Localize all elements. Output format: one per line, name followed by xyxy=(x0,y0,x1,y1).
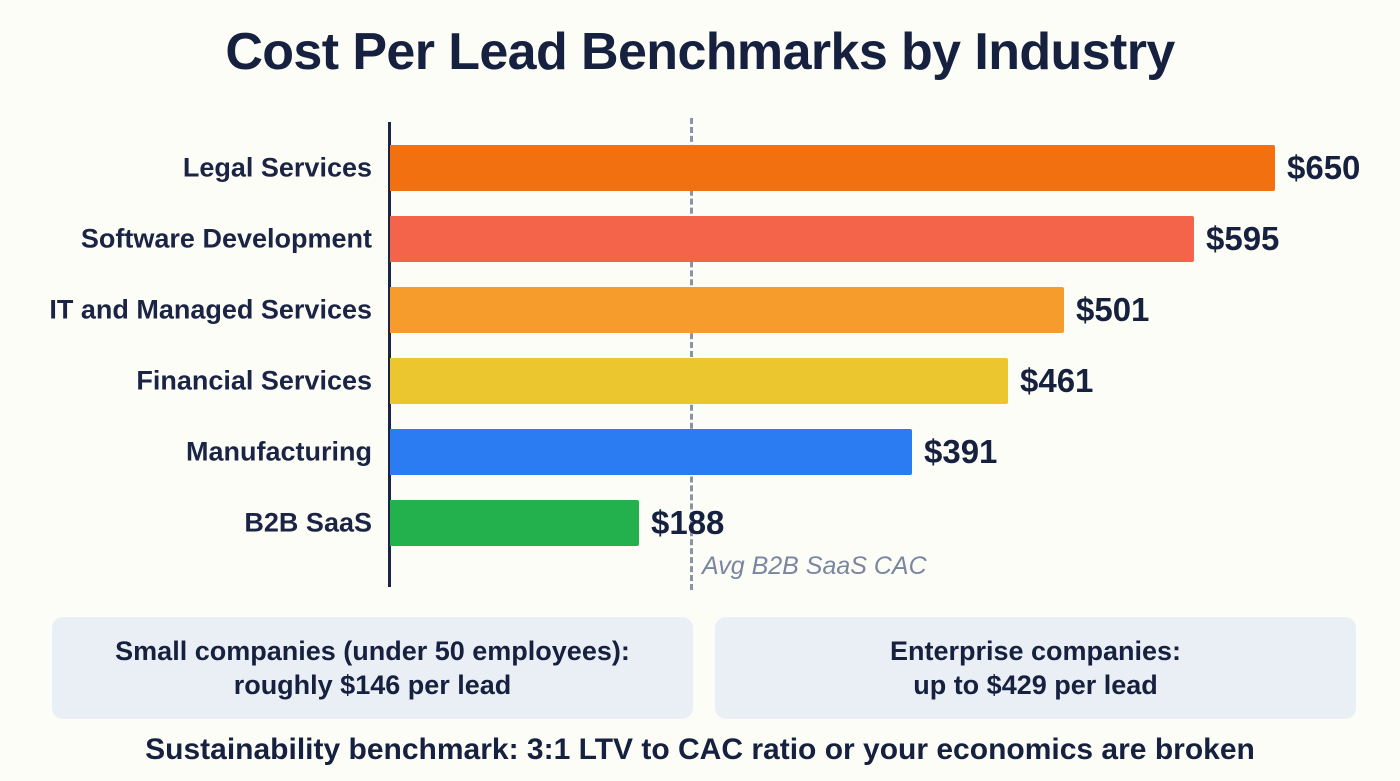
footer-note: Sustainability benchmark: 3:1 LTV to CAC… xyxy=(145,733,1255,766)
bar-row: Legal Services $650 xyxy=(0,145,1400,191)
bar-row: Manufacturing $391 xyxy=(0,429,1400,475)
bar-value-label: $188 xyxy=(651,504,725,541)
reference-line-label: Avg B2B SaaS CAC xyxy=(702,552,927,580)
bar xyxy=(390,145,1275,191)
y-axis-line xyxy=(388,122,391,587)
bar xyxy=(390,429,912,475)
bar-category-label: Software Development xyxy=(80,223,372,254)
bar-row: Software Development $595 xyxy=(0,216,1400,262)
bar-value-label: $595 xyxy=(1206,220,1280,257)
bar xyxy=(390,287,1064,333)
callout-enterprise-companies: Enterprise companies: up to $429 per lea… xyxy=(715,617,1356,719)
callout-box-group: Small companies (under 50 employees): ro… xyxy=(52,617,1356,719)
bar-category-label: Legal Services xyxy=(182,152,372,183)
bar xyxy=(390,500,639,546)
bar-category-label: Financial Services xyxy=(136,365,372,396)
bar xyxy=(390,216,1194,262)
bar-value-label: $501 xyxy=(1076,291,1150,328)
bar-row: IT and Managed Services $501 xyxy=(0,287,1400,333)
chart-plot-area: Avg B2B SaaS CAC Legal Services $650 Softw… xyxy=(0,110,1400,590)
bar-category-label: Manufacturing xyxy=(186,436,372,467)
reference-line xyxy=(690,118,693,590)
callout-small-companies: Small companies (under 50 employees): ro… xyxy=(52,617,693,719)
bar-value-label: $391 xyxy=(924,433,998,470)
page-title: Cost Per Lead Benchmarks by Industry xyxy=(225,23,1175,81)
bar-category-label: IT and Managed Services xyxy=(49,294,372,325)
bar-category-label: B2B SaaS xyxy=(244,507,372,538)
callout-enterprise-companies-text: Enterprise companies: up to $429 per lea… xyxy=(889,635,1182,700)
callout-small-companies-text: Small companies (under 50 employees): ro… xyxy=(115,635,630,700)
bar xyxy=(390,358,1008,404)
bar-row: B2B SaaS $188 xyxy=(0,500,1400,546)
bar-value-label: $650 xyxy=(1287,149,1361,186)
bar-value-label: $461 xyxy=(1020,362,1094,399)
bar-row: Financial Services $461 xyxy=(0,358,1400,404)
